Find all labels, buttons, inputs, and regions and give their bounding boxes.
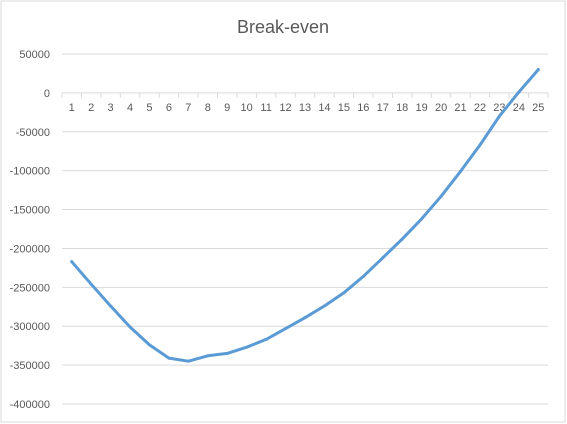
data-point bbox=[497, 114, 501, 118]
x-tick-label: 10 bbox=[241, 102, 253, 114]
y-axis-labels: 50000 0 -50000 -100000 -150000 -200000 -250000… bbox=[10, 49, 50, 411]
x-axis-labels: 1 2 3 4 5 6 7 8 9 10 11 12 13 14 15 16 17 18 19 20 21 22 23 24 2… bbox=[69, 102, 545, 114]
data-point bbox=[206, 354, 210, 358]
y-tick-label: -100000 bbox=[10, 166, 50, 178]
data-point bbox=[536, 68, 540, 72]
data-point bbox=[167, 356, 171, 360]
y-tick-label: -50000 bbox=[16, 127, 50, 139]
data-point bbox=[147, 343, 151, 347]
data-point bbox=[517, 90, 521, 94]
y-tick-label: -150000 bbox=[10, 205, 50, 217]
x-tick-label: 5 bbox=[146, 102, 152, 114]
x-tick-label: 2 bbox=[88, 102, 94, 114]
data-point bbox=[381, 256, 385, 260]
data-point bbox=[70, 260, 74, 264]
data-point bbox=[420, 217, 424, 221]
y-tick-label: -300000 bbox=[10, 321, 50, 333]
x-tick-label: 15 bbox=[338, 102, 350, 114]
x-tick-label: 11 bbox=[260, 102, 271, 114]
y-tick-label: 0 bbox=[44, 88, 50, 100]
x-tick-label: 18 bbox=[396, 102, 408, 114]
y-tick-label: -250000 bbox=[10, 282, 50, 294]
y-tick-label: -400000 bbox=[10, 399, 50, 411]
x-tick-label: 16 bbox=[357, 102, 369, 114]
data-point bbox=[109, 304, 113, 308]
data-point bbox=[245, 345, 249, 349]
data-point bbox=[322, 304, 326, 308]
data-point bbox=[400, 237, 404, 241]
x-tick-label: 1 bbox=[69, 102, 75, 114]
y-tick-label: -200000 bbox=[10, 243, 50, 255]
x-tick-label: 4 bbox=[127, 102, 133, 114]
x-tick-label: 24 bbox=[513, 102, 525, 114]
data-point bbox=[303, 316, 307, 320]
x-tick-label: 25 bbox=[532, 102, 544, 114]
data-point bbox=[264, 337, 268, 341]
data-point bbox=[439, 194, 443, 198]
data-point bbox=[459, 169, 463, 173]
x-tick-label: 20 bbox=[435, 102, 447, 114]
x-tick-label: 6 bbox=[166, 102, 172, 114]
x-tick-label: 7 bbox=[185, 102, 191, 114]
x-tick-label: 8 bbox=[205, 102, 211, 114]
data-point bbox=[225, 351, 229, 355]
chart-title: Break-even bbox=[237, 17, 329, 37]
data-point bbox=[284, 327, 288, 331]
data-point bbox=[478, 143, 482, 147]
x-tick-label: 3 bbox=[108, 102, 114, 114]
data-point bbox=[186, 359, 190, 363]
data-point bbox=[89, 282, 93, 286]
x-tick-label: 22 bbox=[474, 102, 486, 114]
x-tick-label: 19 bbox=[416, 102, 428, 114]
x-axis bbox=[61, 92, 549, 98]
data-point bbox=[361, 274, 365, 278]
x-tick-label: 13 bbox=[299, 102, 311, 114]
data-point bbox=[342, 291, 346, 295]
x-tick-label: 14 bbox=[318, 102, 330, 114]
data-point bbox=[128, 325, 132, 329]
x-tick-label: 21 bbox=[454, 102, 466, 114]
x-tick-label: 12 bbox=[279, 102, 291, 114]
series-group bbox=[70, 68, 540, 363]
gridlines bbox=[62, 53, 548, 405]
y-tick-label: 50000 bbox=[19, 49, 50, 61]
x-tick-label: 9 bbox=[224, 102, 230, 114]
x-tick-label: 17 bbox=[377, 102, 389, 114]
y-tick-label: -350000 bbox=[10, 360, 50, 372]
